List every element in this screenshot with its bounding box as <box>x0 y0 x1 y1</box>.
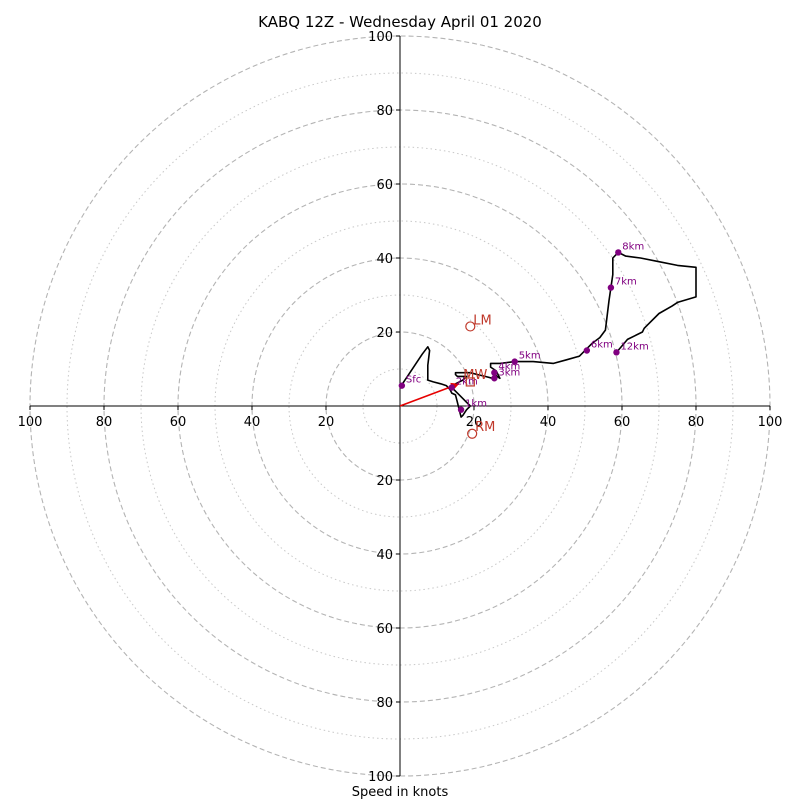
y-tick-label: 20 <box>376 474 393 489</box>
height-marker-point <box>457 406 465 413</box>
height-marker-point <box>613 349 620 356</box>
y-tick-label: 100 <box>368 770 393 785</box>
height-marker-point <box>615 249 622 256</box>
x-tick-label: 60 <box>614 415 631 430</box>
x-tick-label: 40 <box>540 415 557 430</box>
x-tick-label: 80 <box>96 415 113 430</box>
chart-title: KABQ 12Z - Wednesday April 01 2020 <box>258 13 542 31</box>
height-marker-point <box>511 358 518 365</box>
left-mover-label: LM <box>473 313 491 328</box>
x-tick-label: 100 <box>758 415 783 430</box>
height-marker-label: 5km <box>519 351 541 362</box>
x-tick-label: 20 <box>466 415 483 430</box>
x-tick-label: 80 <box>688 415 705 430</box>
y-tick-label: 40 <box>376 252 393 267</box>
height-marker-point <box>583 347 591 354</box>
height-marker-label: 8km <box>622 241 644 252</box>
height-marker-label: Sfc <box>406 375 421 386</box>
y-tick-label: 40 <box>376 548 393 563</box>
y-tick-label: 100 <box>368 30 393 45</box>
mean-wind-label: MW <box>463 368 487 383</box>
height-marker-label: 12km <box>620 341 648 352</box>
hodograph-trace <box>399 251 697 418</box>
right-mover-label: RM <box>475 420 495 435</box>
y-tick-label: 20 <box>376 326 393 341</box>
height-marker-point <box>448 384 455 391</box>
y-tick-label: 60 <box>376 622 393 637</box>
height-marker-label: 7km <box>615 277 637 288</box>
height-marker-point <box>491 369 498 376</box>
height-marker-label: 3km <box>498 367 520 378</box>
wind-trace-line <box>399 251 697 418</box>
height-marker-point <box>607 284 615 291</box>
height-marker-label: 6km <box>591 340 613 351</box>
left-mover-marker <box>465 321 476 332</box>
y-tick-label: 80 <box>376 104 393 119</box>
mean-wind-marker <box>465 377 475 387</box>
tick-labels: 100 80 60 40 20 20 40 60 80 100 100 80 60 40 20 20 40 60 8… <box>18 30 783 785</box>
y-tick-label: 60 <box>376 178 393 193</box>
height-marker-point <box>398 382 406 389</box>
right-mover-marker <box>467 428 478 439</box>
x-tick-label: 100 <box>18 415 43 430</box>
x-tick-label: 60 <box>170 415 187 430</box>
storm-motion-markers: LM RM MW <box>463 313 495 439</box>
height-marker-point <box>491 375 498 382</box>
x-tick-label: 40 <box>244 415 261 430</box>
height-marker-label: 1km <box>465 399 487 410</box>
x-tick-label: 20 <box>318 415 335 430</box>
x-axis-label: Speed in knots <box>352 785 449 800</box>
y-tick-label: 80 <box>376 696 393 711</box>
height-marker-label: 4km <box>498 362 520 373</box>
